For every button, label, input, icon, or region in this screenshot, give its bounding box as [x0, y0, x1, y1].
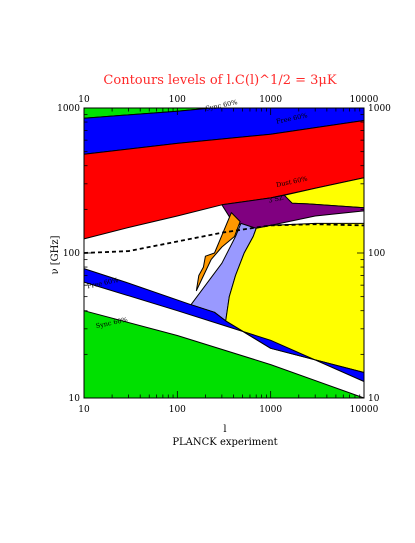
region-blue-8 [83, 268, 365, 382]
y-tick-label-left: 1000 [57, 104, 80, 114]
y-tick-label-left: 10 [69, 394, 81, 404]
contour-label-3: 3 SZ [268, 194, 285, 205]
x-tick-label-top: 1000 [259, 95, 282, 105]
x-tick-label-top: 10 [78, 95, 90, 105]
x-tick-label-top: 100 [169, 95, 186, 105]
x-axis-caption: PLANCK experiment [172, 437, 277, 448]
y-tick-label-right: 10 [368, 394, 380, 404]
dashed-contour-line [83, 223, 365, 254]
chart-title: Contours levels of l.C(l)^1/2 = 3μK [103, 73, 336, 88]
x-tick-label-bottom: 10000 [350, 405, 379, 415]
x-axis-label: l [223, 424, 226, 435]
y-tick-label-left: 100 [63, 249, 80, 259]
x-tick-label-bottom: 100 [169, 405, 186, 415]
x-tick-label-top: 10000 [350, 95, 379, 105]
x-tick-label-bottom: 1000 [259, 405, 282, 415]
y-tick-label-right: 100 [368, 249, 385, 259]
y-axis-label: ν [GHz] [50, 235, 61, 274]
x-tick-label-bottom: 10 [78, 405, 90, 415]
y-tick-label-right: 1000 [368, 104, 391, 114]
